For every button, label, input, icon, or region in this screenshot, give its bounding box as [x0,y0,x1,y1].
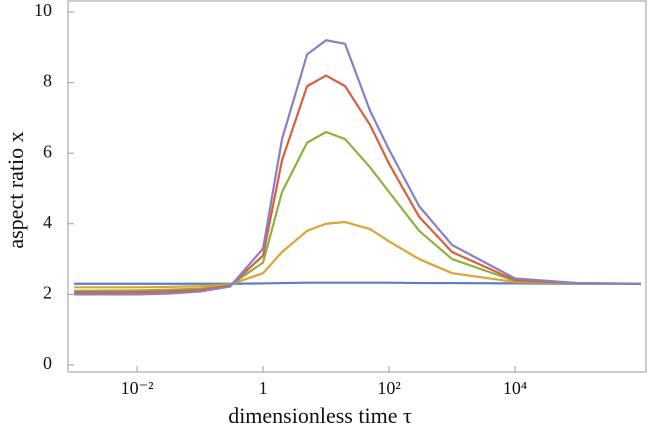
series-line [74,220,642,289]
series-line [74,281,642,285]
y-tick-label: 0 [43,353,52,373]
series-line [74,130,642,292]
series-line [74,39,642,296]
y-axis-label: aspect ratio x [3,131,28,248]
x-tick-label: 1 [259,378,268,398]
plot-frame [67,0,647,373]
x-tick-label: 10² [377,378,400,398]
y-tick-label: 10 [34,0,52,20]
y-tick-label: 6 [43,141,52,161]
x-tick-label: 10⁻² [121,378,154,398]
y-tick-label: 4 [43,212,52,232]
y-tick-label: 2 [43,282,52,302]
x-axis-label: dimensionless time τ [228,403,412,428]
series-line [74,74,642,294]
x-tick-label: 10⁴ [503,378,527,398]
y-tick-label: 8 [43,71,52,91]
